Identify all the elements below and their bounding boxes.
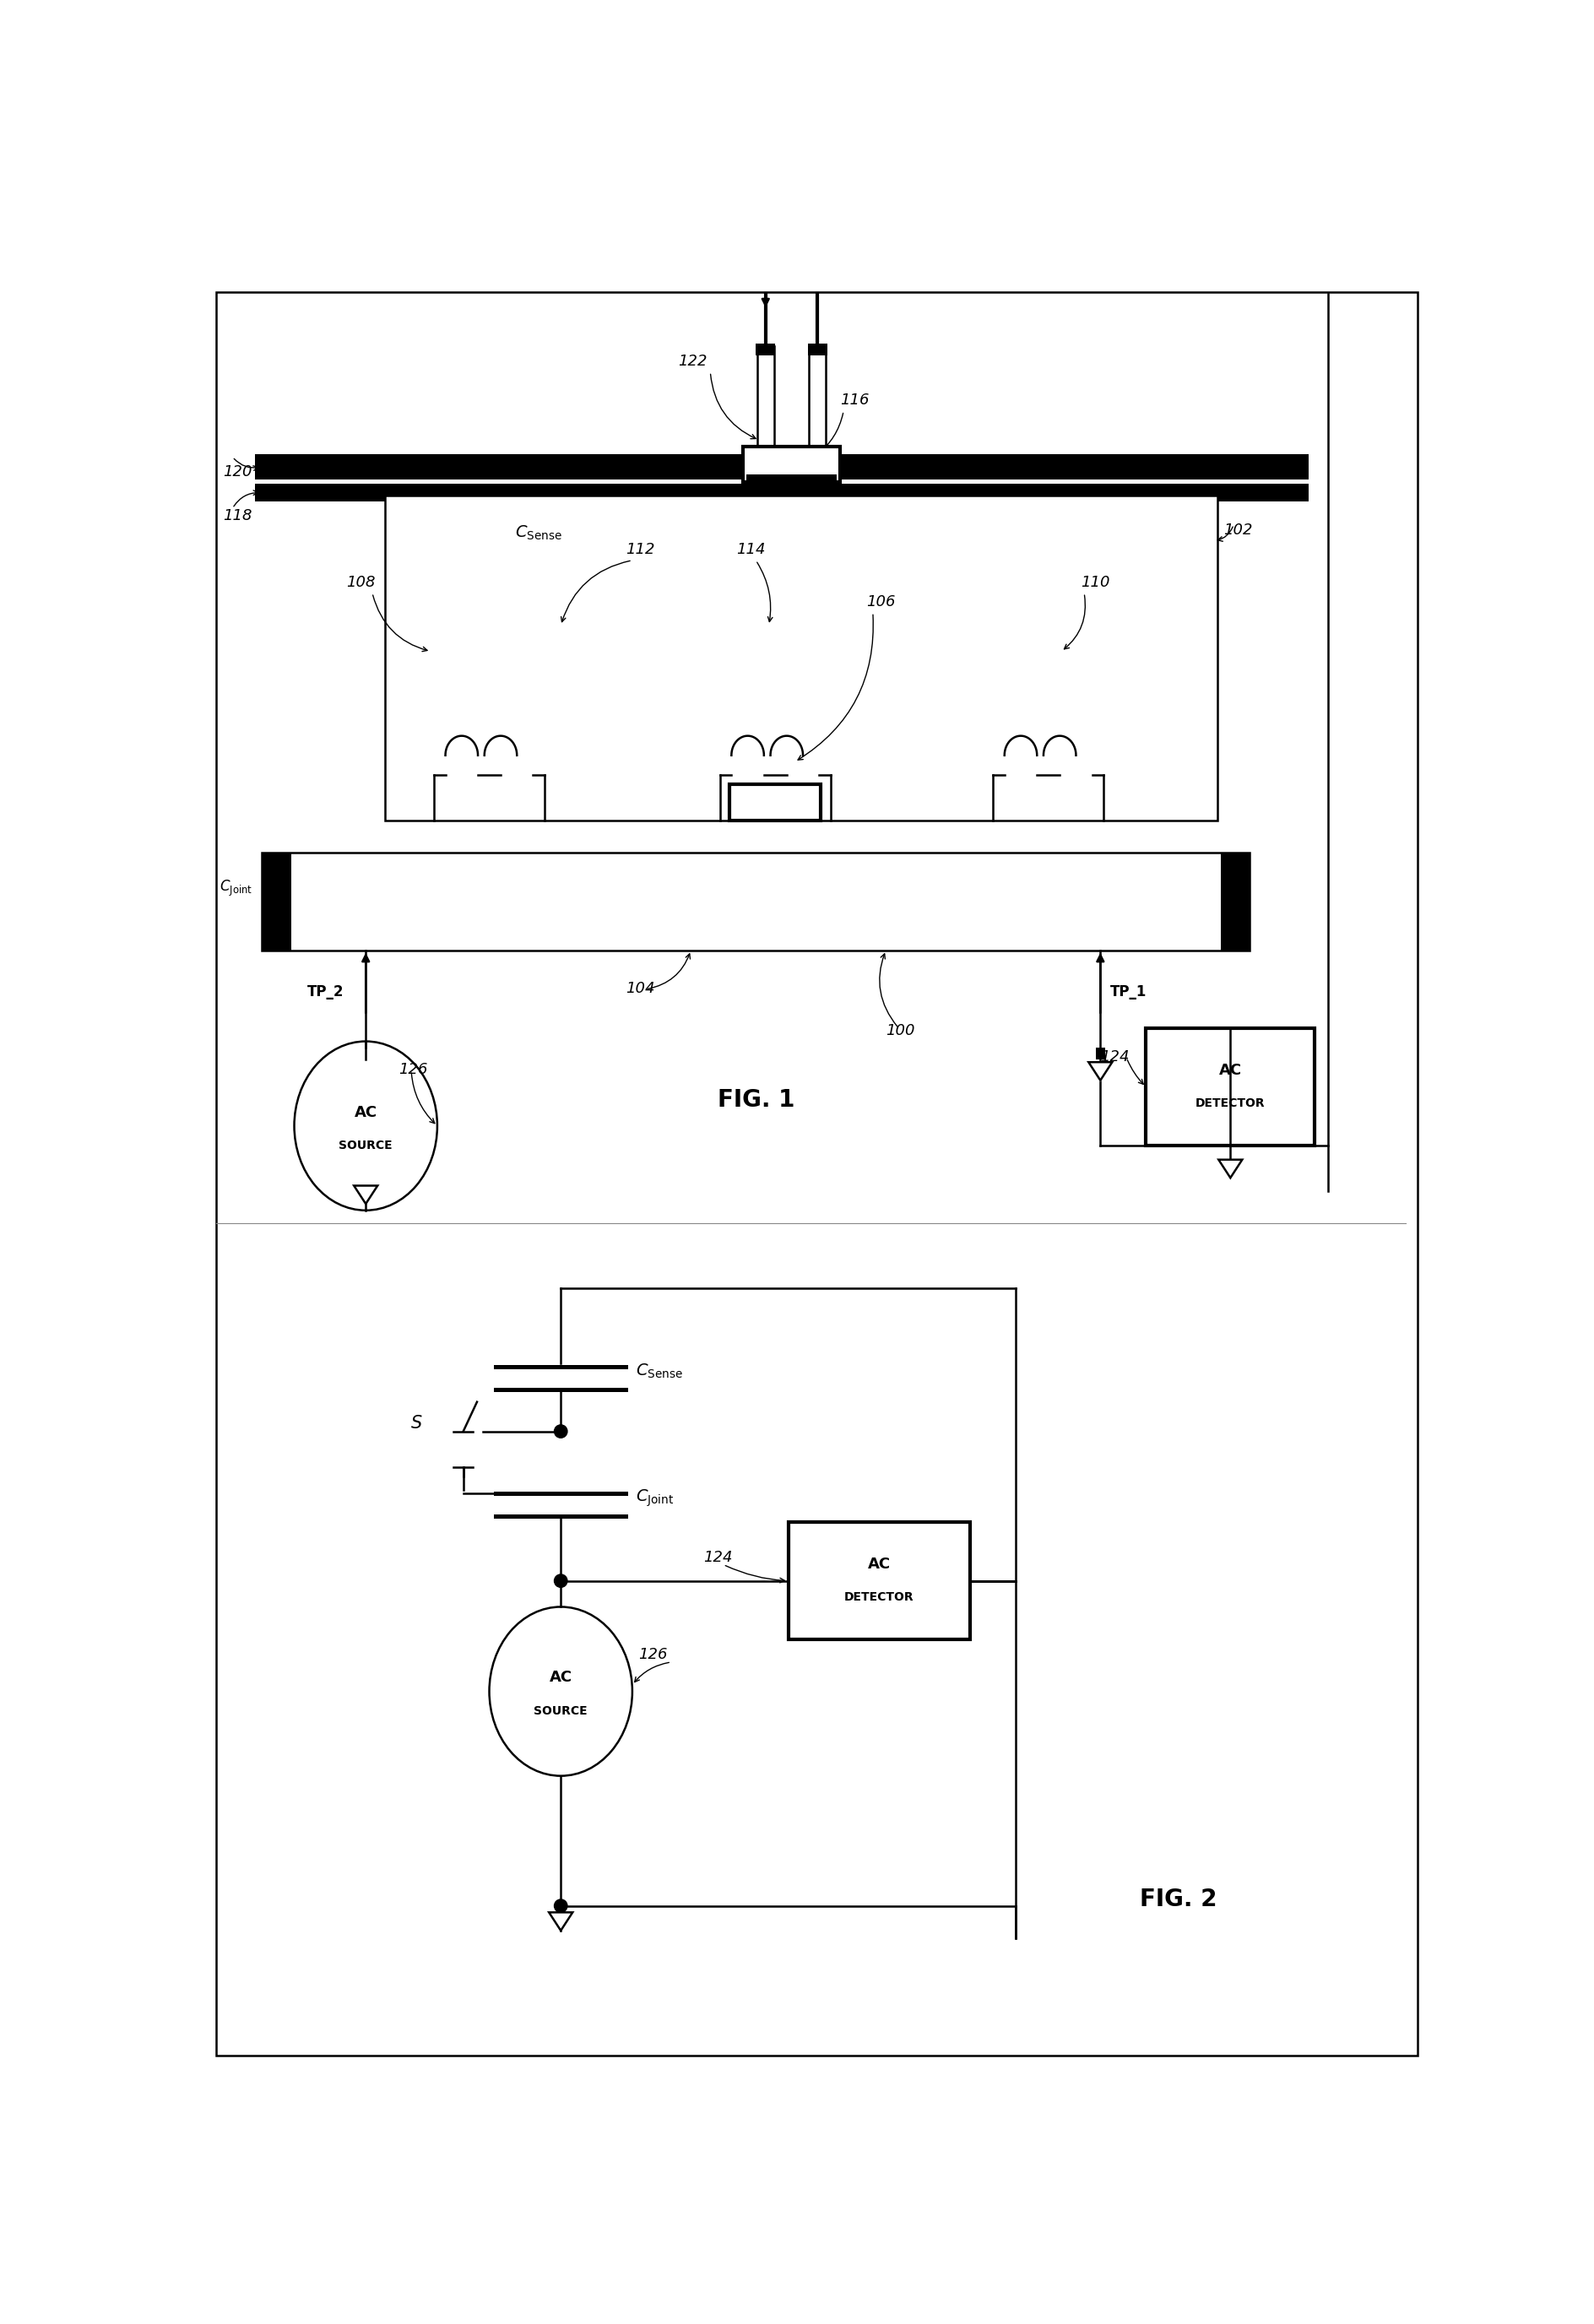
Text: AC: AC [867, 1557, 891, 1573]
Text: 118: 118 [223, 509, 252, 523]
Text: 114: 114 [736, 541, 765, 558]
Text: DETECTOR: DETECTOR [845, 1592, 915, 1604]
Polygon shape [1089, 1062, 1113, 1081]
Circle shape [555, 1425, 567, 1439]
Ellipse shape [489, 1606, 633, 1776]
Text: 102: 102 [1224, 523, 1253, 537]
Bar [362, 1048, 370, 1060]
Text: SOURCE: SOURCE [340, 1139, 392, 1150]
Bar [746, 474, 837, 483]
Bar [386, 495, 1218, 820]
Text: AC: AC [1219, 1062, 1242, 1078]
Bar [1146, 1027, 1315, 1146]
Text: 126: 126 [398, 1062, 427, 1078]
Text: $C_{\rm Joint}$: $C_{\rm Joint}$ [220, 878, 252, 899]
Text: SOURCE: SOURCE [534, 1706, 588, 1717]
Text: 110: 110 [1081, 574, 1109, 590]
Text: 122: 122 [677, 353, 706, 370]
Text: 116: 116 [840, 393, 869, 407]
Bar [255, 456, 759, 479]
Polygon shape [1089, 1062, 1113, 1081]
Bar [261, 853, 1250, 951]
Bar [743, 446, 840, 483]
Text: 100: 100 [886, 1023, 915, 1039]
Bar [1095, 1048, 1105, 1060]
Bar [756, 344, 775, 356]
Text: AC: AC [354, 1106, 378, 1120]
Text: TP_2: TP_2 [308, 983, 344, 999]
Text: S: S [411, 1415, 422, 1432]
Bar [810, 346, 826, 456]
Bar [789, 1522, 971, 1638]
Bar [824, 456, 1309, 479]
Ellipse shape [295, 1041, 437, 1211]
Bar [1221, 853, 1250, 951]
Text: 106: 106 [866, 595, 896, 609]
Circle shape [555, 1899, 567, 1913]
Text: 112: 112 [626, 541, 655, 558]
Text: 104: 104 [626, 981, 655, 997]
Text: DETECTOR: DETECTOR [1196, 1097, 1266, 1109]
Text: AC: AC [550, 1669, 572, 1685]
Text: $C_{\rm Joint}$: $C_{\rm Joint}$ [636, 1487, 674, 1508]
Bar [261, 853, 292, 951]
Polygon shape [1218, 1160, 1242, 1178]
Text: $C_{\rm Sense}$: $C_{\rm Sense}$ [636, 1362, 682, 1380]
Bar [757, 346, 775, 456]
Text: FIG. 1: FIG. 1 [717, 1088, 794, 1111]
Polygon shape [354, 1185, 378, 1204]
Text: 126: 126 [639, 1648, 668, 1662]
Text: $C_{\rm Sense}$: $C_{\rm Sense}$ [515, 525, 563, 541]
Text: TP_1: TP_1 [1109, 983, 1146, 999]
Bar [255, 483, 1309, 502]
Bar [730, 786, 821, 820]
Text: 124: 124 [705, 1550, 733, 1564]
Polygon shape [548, 1913, 572, 1931]
Text: 120: 120 [223, 465, 252, 479]
Text: 124: 124 [1100, 1048, 1130, 1064]
Text: 108: 108 [346, 574, 375, 590]
Text: FIG. 2: FIG. 2 [1140, 1887, 1216, 1910]
Bar [808, 344, 827, 356]
Circle shape [555, 1573, 567, 1587]
